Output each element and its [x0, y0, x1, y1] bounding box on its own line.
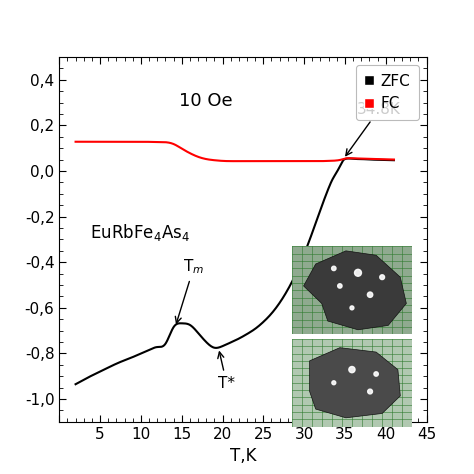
- Point: [366, 388, 374, 395]
- Point: [378, 273, 386, 281]
- Polygon shape: [303, 251, 406, 330]
- Point: [366, 291, 374, 299]
- X-axis label: T,K: T,K: [230, 447, 256, 465]
- Point: [354, 269, 362, 277]
- Text: T*: T*: [218, 352, 235, 391]
- Point: [336, 282, 344, 290]
- Point: [330, 264, 337, 272]
- Text: 34.8K: 34.8K: [346, 102, 401, 155]
- Point: [372, 370, 380, 378]
- Point: [348, 366, 356, 374]
- Point: [330, 379, 337, 387]
- Legend: ZFC, FC: ZFC, FC: [356, 64, 419, 120]
- Point: [348, 304, 356, 312]
- Text: T$_m$: T$_m$: [175, 257, 204, 323]
- Text: EuRbFe$_4$As$_4$: EuRbFe$_4$As$_4$: [90, 221, 190, 243]
- Text: 10 Oe: 10 Oe: [179, 91, 233, 109]
- Polygon shape: [310, 348, 400, 418]
